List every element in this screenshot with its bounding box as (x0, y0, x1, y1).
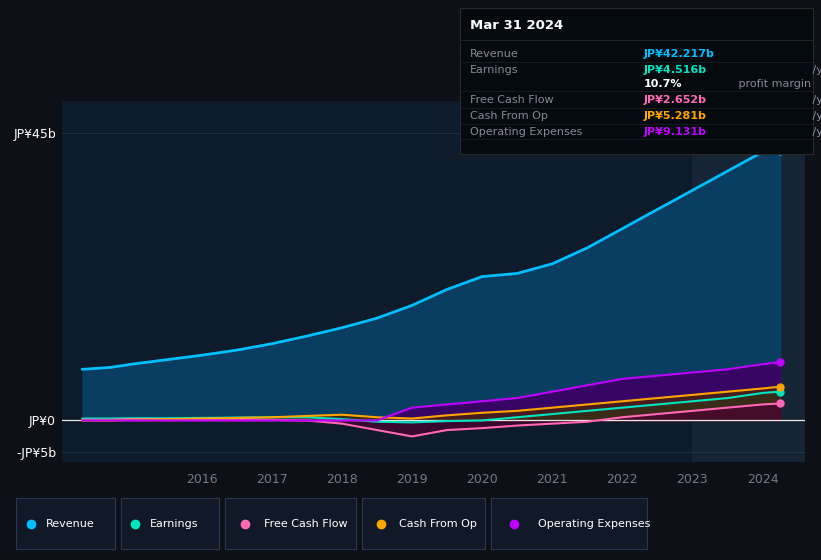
Bar (692, 101, 805, 462)
Text: Operating Expenses: Operating Expenses (538, 519, 650, 529)
Text: JP¥4.516b: JP¥4.516b (644, 64, 706, 74)
Text: 10.7%: 10.7% (644, 79, 681, 89)
Text: Revenue: Revenue (46, 519, 94, 529)
Text: JP¥2.652b: JP¥2.652b (644, 95, 706, 105)
Text: JP¥9.131b: JP¥9.131b (644, 127, 706, 137)
Text: Cash From Op: Cash From Op (470, 111, 548, 121)
Text: /yr: /yr (809, 127, 821, 137)
Text: Free Cash Flow: Free Cash Flow (470, 95, 554, 105)
Text: JP¥42.217b: JP¥42.217b (644, 49, 714, 59)
Text: JP¥5.281b: JP¥5.281b (644, 111, 706, 121)
Text: Free Cash Flow: Free Cash Flow (264, 519, 348, 529)
Text: Earnings: Earnings (150, 519, 199, 529)
Text: Earnings: Earnings (470, 64, 519, 74)
Text: /yr: /yr (809, 64, 821, 74)
Text: Cash From Op: Cash From Op (399, 519, 477, 529)
Text: Mar 31 2024: Mar 31 2024 (470, 20, 563, 32)
Text: Operating Expenses: Operating Expenses (470, 127, 583, 137)
Text: Revenue: Revenue (470, 49, 519, 59)
Text: /yr: /yr (809, 111, 821, 121)
Text: /yr: /yr (809, 95, 821, 105)
Text: profit margin: profit margin (735, 79, 811, 89)
